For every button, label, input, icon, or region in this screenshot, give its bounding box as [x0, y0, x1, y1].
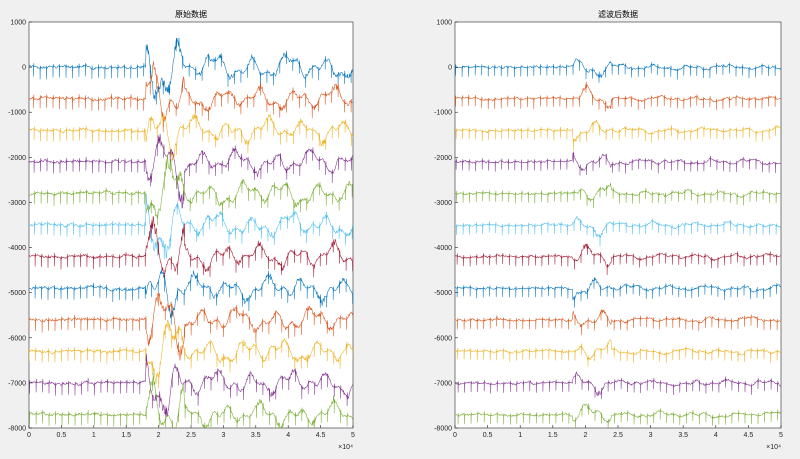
x-tick-label: 1.5 [121, 432, 131, 439]
y-tick-label: -4000 [434, 245, 452, 252]
x-tick-label: 2.5 [613, 432, 623, 439]
y-tick-label: -5000 [8, 290, 26, 297]
series-line-3 [455, 119, 781, 151]
x-tick-label: 1 [518, 432, 522, 439]
x-tick-label: 0 [453, 432, 457, 439]
ticks-filtered: 0 0.5 1 1.5 2 2.5 3 3.5 4 4.5 5 1000 0 -1000 -2000 -300… [434, 20, 783, 440]
axes-title-raw: 原始数据 [175, 9, 207, 19]
x-tick-label: 2.5 [186, 432, 196, 439]
series-line-7 [455, 243, 781, 276]
series-line-1 [29, 37, 353, 105]
y-tick-label: -3000 [434, 200, 452, 207]
axes-raw: 原始数据 0 0.5 1 1.5 2 2.5 3 3.5 4 4.5 5 1000 0 -1000 -200… [8, 9, 355, 451]
plot-area-filtered [454, 21, 782, 429]
series-line-12 [29, 372, 353, 428]
series-line-6 [455, 215, 781, 247]
x-exponent-label-filtered: ×10⁴ [766, 444, 781, 451]
x-tick-label: 0.5 [57, 432, 67, 439]
series-line-6 [29, 192, 353, 260]
series-line-5 [455, 182, 781, 209]
series-line-8 [455, 277, 781, 308]
y-tick-label: 1000 [10, 20, 26, 27]
x-tick-label: 4 [286, 432, 290, 439]
y-tick-label: -7000 [434, 380, 452, 387]
x-tick-label: 3.5 [678, 432, 688, 439]
series-line-4 [455, 151, 781, 176]
traces-filtered [455, 58, 781, 428]
y-tick-label: -5000 [434, 290, 452, 297]
series-line-9 [455, 309, 781, 336]
x-tick-label: 3 [649, 432, 653, 439]
axes-filtered: 滤波后数据 0 0.5 1 1.5 2 2.5 3 3.5 4 4.5 5 1000 0 -1000 -20… [434, 9, 783, 451]
y-tick-label: -2000 [8, 155, 26, 162]
x-tick-label: 2 [157, 432, 161, 439]
y-tick-label: -6000 [434, 335, 452, 342]
y-tick-label: -1000 [434, 110, 452, 117]
x-tick-label: 4 [714, 432, 718, 439]
y-tick-label: 0 [22, 65, 26, 72]
y-tick-label: 1000 [436, 20, 452, 27]
x-tick-label: 3.5 [251, 432, 261, 439]
x-tick-label: 1.5 [548, 432, 558, 439]
series-line-9 [29, 292, 353, 361]
series-line-4 [29, 133, 353, 209]
ticks-raw: 0 0.5 1 1.5 2 2.5 3 3.5 4 4.5 5 1000 0 -1000 -2000 -300… [8, 20, 355, 440]
series-line-1 [455, 58, 781, 83]
x-tick-label: 4.5 [744, 432, 754, 439]
x-tick-label: 3 [221, 432, 225, 439]
series-line-11 [29, 353, 353, 420]
y-tick-label: -8000 [434, 426, 452, 433]
series-line-2 [455, 81, 781, 112]
x-exponent-label-raw: ×10⁴ [338, 444, 353, 451]
series-line-3 [29, 112, 353, 162]
series-line-11 [455, 371, 781, 400]
y-tick-label: 0 [448, 65, 452, 72]
series-line-8 [29, 269, 353, 325]
x-tick-label: 2 [583, 432, 587, 439]
y-tick-label: -3000 [8, 200, 26, 207]
x-tick-label: 5 [779, 432, 783, 439]
series-line-2 [29, 61, 353, 133]
y-tick-label: -6000 [8, 335, 26, 342]
y-tick-label: -7000 [8, 380, 26, 387]
y-tick-label: -2000 [434, 155, 452, 162]
series-line-7 [29, 216, 353, 284]
traces-raw [29, 37, 353, 428]
y-tick-label: -8000 [8, 426, 26, 433]
x-tick-label: 1 [92, 432, 96, 439]
x-tick-label: 0 [27, 432, 31, 439]
series-line-10 [455, 339, 781, 367]
x-tick-label: 5 [351, 432, 355, 439]
y-tick-label: -4000 [8, 245, 26, 252]
x-tick-label: 4.5 [316, 432, 326, 439]
series-line-5 [29, 154, 353, 226]
x-tick-label: 0.5 [483, 432, 493, 439]
series-line-12 [455, 403, 781, 428]
series-line-10 [29, 319, 353, 389]
axes-title-filtered: 滤波后数据 [598, 9, 638, 19]
y-tick-label: -1000 [8, 110, 26, 117]
